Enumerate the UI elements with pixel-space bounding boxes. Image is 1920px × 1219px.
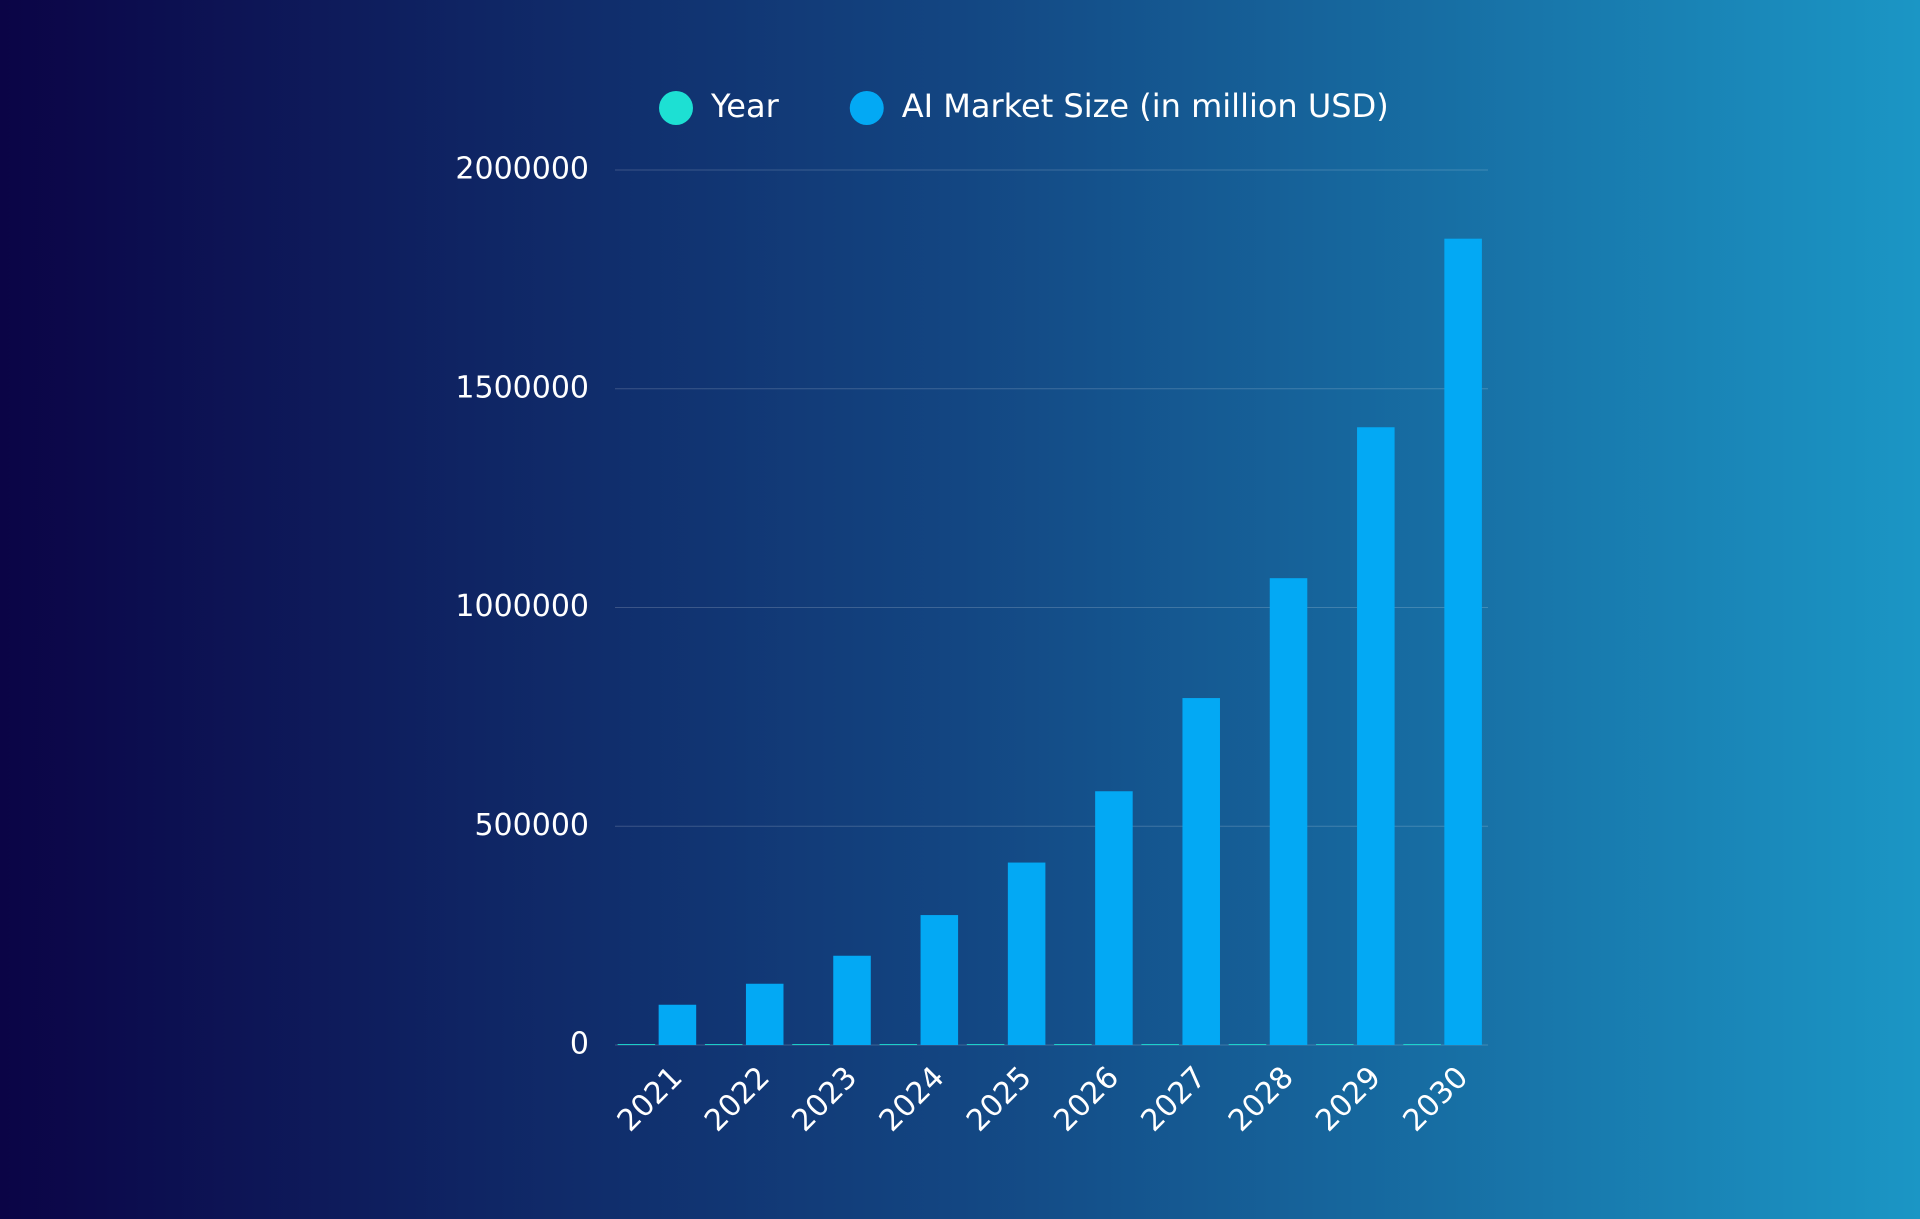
bar — [1095, 791, 1133, 1045]
bar — [745, 983, 784, 1045]
y-tick-label: 1500000 — [455, 370, 589, 405]
bar — [1444, 238, 1482, 1045]
legend-label: Year — [710, 87, 780, 125]
legend-marker — [659, 91, 693, 125]
bar — [1141, 1044, 1179, 1045]
bar — [833, 955, 871, 1045]
bar — [879, 1044, 918, 1045]
bar — [617, 1044, 656, 1045]
bar — [1316, 1044, 1354, 1045]
bar — [1007, 862, 1046, 1045]
bar — [966, 1044, 1005, 1045]
bar — [1403, 1044, 1441, 1045]
bar — [1182, 698, 1220, 1045]
y-tick-label: 2000000 — [455, 152, 589, 187]
bar — [920, 915, 959, 1045]
y-tick-label: 0 — [570, 1027, 589, 1062]
y-tick-label: 500000 — [474, 808, 589, 843]
bar — [658, 1004, 697, 1045]
legend-label: AI Market Size (in million USD) — [902, 87, 1389, 125]
bar — [792, 1044, 830, 1045]
bar — [1269, 578, 1308, 1045]
bar — [1228, 1044, 1267, 1045]
legend-marker — [849, 91, 884, 125]
bar — [1054, 1044, 1092, 1045]
y-tick-label: 1000000 — [455, 589, 589, 624]
bar — [704, 1044, 743, 1045]
bar — [1357, 427, 1395, 1045]
